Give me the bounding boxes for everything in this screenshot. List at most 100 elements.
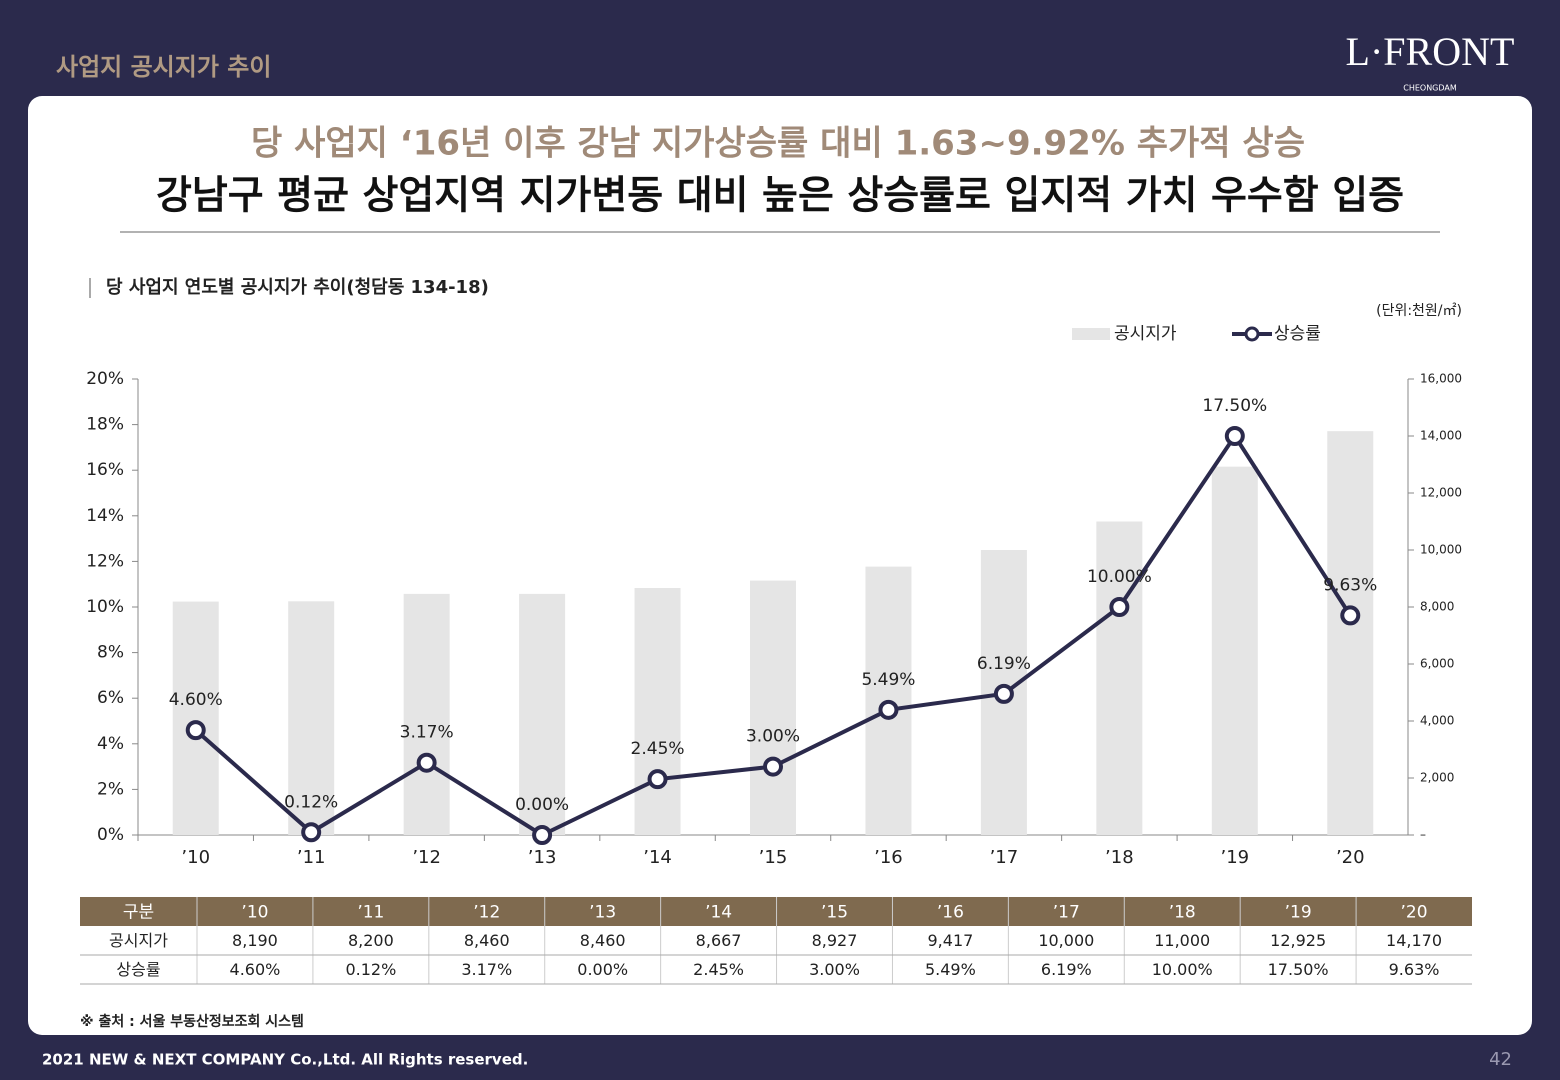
table-header-cell: ’16 <box>937 903 964 923</box>
y2-tick-label: 16,000 <box>1420 372 1462 386</box>
table-cell: 3.17% <box>461 960 512 979</box>
header-title: 사업지 공시지가 추이 <box>56 53 271 81</box>
y-tick-label: 16% <box>86 460 124 480</box>
table-cell: 12,925 <box>1270 931 1326 950</box>
copyright: 2021 NEW & NEXT COMPANY Co.,Ltd. All Rig… <box>42 1051 528 1069</box>
logo-sub: CHEONGDAM <box>1403 84 1457 93</box>
chart-title: 당 사업지 연도별 공시지가 추이(청담동 134-18) <box>106 277 489 298</box>
x-tick-label: ’16 <box>874 847 903 868</box>
x-tick-label: ’17 <box>990 847 1019 868</box>
table-header-cell: ’13 <box>589 903 616 923</box>
bar <box>1096 521 1143 835</box>
data-label: 6.19% <box>977 654 1031 674</box>
table-cell: 10,000 <box>1038 931 1094 950</box>
table-cell: 6.19% <box>1041 960 1092 979</box>
legend-label: 상승률 <box>1274 324 1321 344</box>
legend-label: 공시지가 <box>1114 324 1177 344</box>
x-tick-label: ’20 <box>1336 847 1365 868</box>
y-tick-label: 18% <box>86 415 124 435</box>
x-tick-label: ’10 <box>181 847 210 868</box>
y-tick-label: 4% <box>97 734 124 754</box>
y2-tick-label: 8,000 <box>1420 600 1454 614</box>
table-cell: 4.60% <box>230 960 281 979</box>
table-cell: 3.00% <box>809 960 860 979</box>
table-header-cell: ’10 <box>241 903 268 923</box>
table-cell: 11,000 <box>1154 931 1210 950</box>
table-cell: 8,667 <box>696 931 742 950</box>
marker <box>1224 426 1245 446</box>
x-tick-label: ’11 <box>297 847 326 868</box>
table-cell: 9,417 <box>928 931 974 950</box>
table-header-cell: ’19 <box>1285 903 1312 923</box>
data-label: 5.49% <box>861 670 915 690</box>
y-tick-label: 0% <box>97 825 124 845</box>
table-cell: 2.45% <box>693 960 744 979</box>
unit: (단위:천원/㎡) <box>1376 303 1462 319</box>
data-label: 10.00% <box>1087 567 1152 587</box>
bar <box>403 593 450 835</box>
table-cell: 8,460 <box>580 931 626 950</box>
bar <box>172 601 219 835</box>
table-header-cell: ’17 <box>1053 903 1080 923</box>
marker <box>647 769 668 790</box>
panel <box>28 96 1532 1035</box>
y-tick-label: 10% <box>86 597 124 617</box>
y2-tick-label: 6,000 <box>1420 657 1454 671</box>
table-cell: 17.50% <box>1268 960 1329 979</box>
table-cell: 8,927 <box>812 931 858 950</box>
table-cell: 8,460 <box>464 931 510 950</box>
table-cell: 5.49% <box>925 960 976 979</box>
marker <box>763 756 783 777</box>
bar <box>634 587 681 835</box>
bar <box>1211 466 1258 835</box>
marker <box>301 822 322 843</box>
data-label: 2.45% <box>631 739 685 759</box>
y2-tick-label: 12,000 <box>1420 486 1462 500</box>
table-cell: 0.00% <box>577 960 628 979</box>
y-tick-label: 14% <box>86 506 124 526</box>
data-label: 17.50% <box>1202 396 1267 416</box>
bar <box>519 593 566 835</box>
data-label: 0.00% <box>515 795 569 815</box>
marker <box>878 699 899 720</box>
table-cell: 10.00% <box>1152 960 1213 979</box>
legend-swatch <box>1072 328 1110 340</box>
x-tick-label: ’18 <box>1105 847 1134 868</box>
data-label: 3.00% <box>746 727 800 747</box>
legend-marker <box>1244 326 1260 342</box>
y-tick-label: 8% <box>97 643 124 663</box>
table-cell: 9.63% <box>1389 960 1440 979</box>
headline-2: 강남구 평균 상업지역 지가변동 대비 높은 상승률로 입지적 가치 우수함 입… <box>156 174 1404 219</box>
marker <box>1109 597 1130 617</box>
table-header-cell: 구분 <box>123 903 154 923</box>
y2-tick-label: 14,000 <box>1420 429 1462 443</box>
marker <box>1340 605 1361 626</box>
y-tick-label: 12% <box>86 551 124 571</box>
bar <box>288 601 335 835</box>
y-tick-label: 6% <box>97 688 124 708</box>
y2-tick-label: 2,000 <box>1420 771 1454 785</box>
table-header-cell: ’20 <box>1401 903 1428 923</box>
table-cell: 8,190 <box>232 931 278 950</box>
table-header-cell: ’14 <box>705 903 732 923</box>
y-tick-label: 20% <box>86 369 124 389</box>
x-tick-label: ’15 <box>759 847 788 868</box>
table-cell: 8,200 <box>348 931 394 950</box>
table-header-cell: ’12 <box>473 903 500 923</box>
data-label: 0.12% <box>284 792 338 812</box>
data-label: 3.17% <box>400 723 454 743</box>
y2-tick-label: 10,000 <box>1420 543 1462 557</box>
data-label: 4.60% <box>169 690 223 710</box>
table-cell: 0.12% <box>345 960 396 979</box>
logo: L·FRONT <box>1346 29 1515 74</box>
page-number: 42 <box>1489 1049 1512 1070</box>
table-cell: 14,170 <box>1386 931 1442 950</box>
x-tick-label: ’13 <box>528 847 557 868</box>
table-header-cell: ’15 <box>821 903 848 923</box>
x-tick-label: ’19 <box>1220 847 1249 868</box>
bar <box>750 580 796 835</box>
marker <box>993 683 1014 704</box>
marker <box>185 720 206 741</box>
